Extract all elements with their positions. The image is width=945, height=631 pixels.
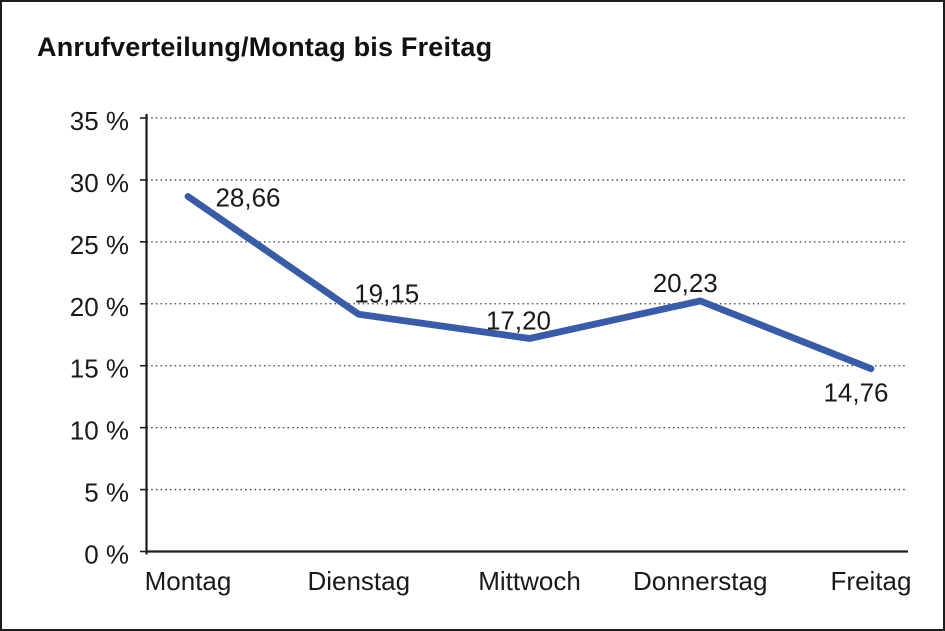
data-point-label: 19,15 <box>354 278 419 308</box>
chart-title: Anrufverteilung/Montag bis Freitag <box>37 32 493 62</box>
x-category-label: Mittwoch <box>478 566 581 596</box>
x-category-label: Montag <box>145 566 232 596</box>
x-category-label: Dienstag <box>307 566 410 596</box>
y-tick-label: 15 % <box>70 354 129 384</box>
x-category-label: Donnerstag <box>633 566 767 596</box>
data-line <box>184 193 875 373</box>
data-point-label: 28,66 <box>215 183 280 213</box>
y-tick-label: 25 % <box>70 230 129 260</box>
data-point-label: 14,76 <box>823 378 888 408</box>
y-tick-label: 10 % <box>70 416 129 446</box>
y-tick-label: 30 % <box>70 168 129 198</box>
y-tick-label: 35 % <box>70 106 129 136</box>
y-tick-label: 0 % <box>84 540 129 570</box>
y-tick-label: 5 % <box>84 478 129 508</box>
data-point-label: 17,20 <box>486 305 551 335</box>
x-category-label: Freitag <box>831 566 912 596</box>
data-point-label: 20,23 <box>653 268 718 298</box>
y-tick-label: 20 % <box>70 292 129 322</box>
